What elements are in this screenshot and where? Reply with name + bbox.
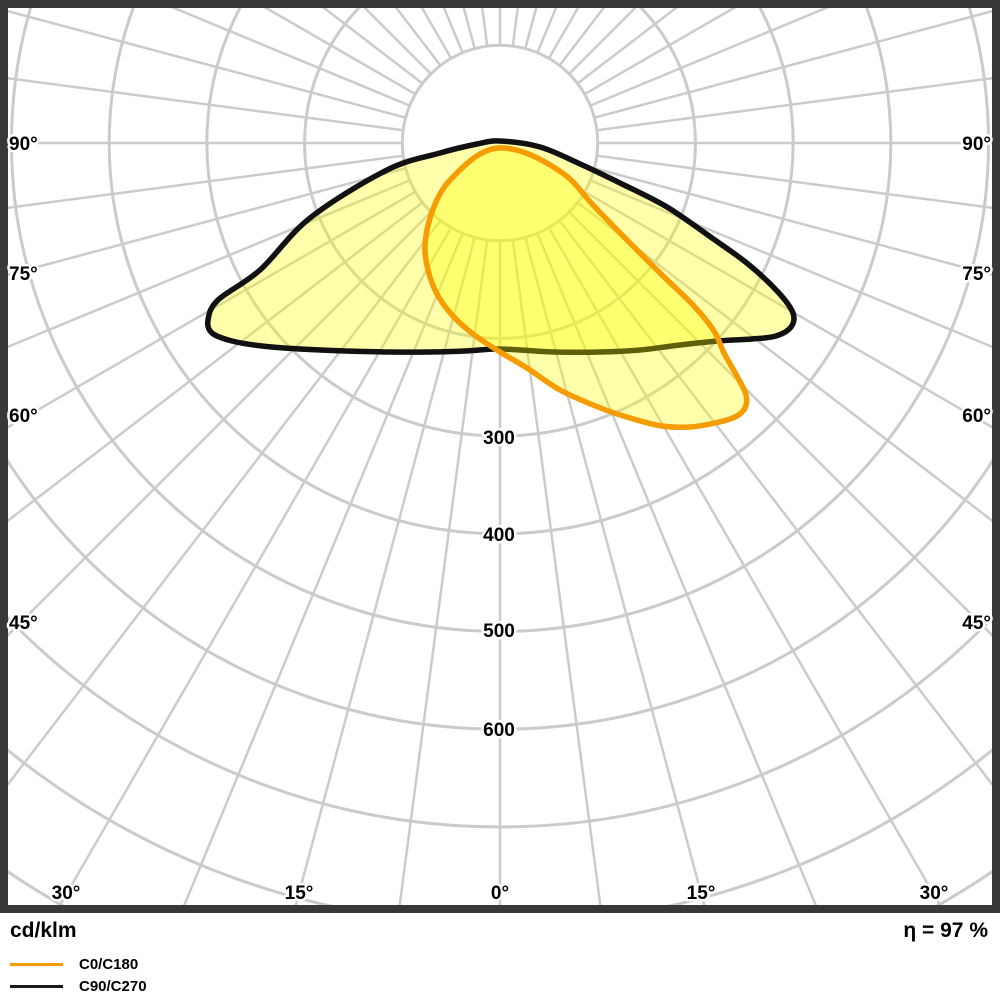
- ring-value-label: 400: [483, 525, 515, 546]
- polar-grid-ray: [589, 179, 992, 349]
- polar-grid-ray: [524, 237, 706, 905]
- polar-grid-ray: [576, 201, 992, 523]
- efficiency-label: η = 97 %: [903, 919, 988, 942]
- polar-grid-ray: [322, 8, 424, 85]
- units-label: cd/klm: [10, 919, 77, 942]
- angle-label: 45°: [962, 613, 991, 634]
- polar-grid-ray: [589, 8, 830, 107]
- polar-grid-ray: [568, 211, 992, 637]
- polar-grid-ray: [8, 76, 404, 132]
- polar-grid-ray: [583, 190, 992, 429]
- polar-grid-ray: [596, 76, 992, 132]
- polar-grid-ray: [294, 237, 476, 905]
- legend-label-c0-c180: C0/C180: [79, 955, 139, 973]
- angle-label: 45°: [9, 613, 38, 634]
- polar-grid-ray: [170, 8, 411, 107]
- angle-label: 0°: [491, 883, 509, 904]
- polar-grid-ray: [8, 201, 424, 523]
- polar-grid-ray: [8, 219, 442, 787]
- frame-left: [0, 0, 8, 913]
- angle-label: 30°: [52, 883, 81, 904]
- polar-grid-ray: [8, 154, 404, 210]
- polar-grid-ray: [511, 239, 602, 905]
- angle-label: 15°: [687, 883, 716, 904]
- polar-grid-ray: [594, 167, 992, 277]
- curve-c90-c270: [204, 138, 797, 355]
- c90-c270-line-swatch: [10, 984, 63, 988]
- polar-grid-ray: [183, 232, 464, 905]
- angle-label: 90°: [9, 134, 38, 155]
- frame-bottom: [0, 905, 1000, 913]
- polar-grid-ray: [568, 8, 637, 75]
- angle-label: 90°: [962, 134, 991, 155]
- polar-grid-ray: [8, 9, 406, 119]
- frame-right: [992, 0, 1000, 913]
- legend-item-c90-c270: C90/C270: [10, 975, 147, 997]
- curve-c0-c180: [422, 145, 750, 431]
- polar-grid-ray: [8, 167, 406, 277]
- c0-c180-line-swatch: [10, 962, 63, 966]
- angle-label: 60°: [962, 406, 991, 427]
- polar-grid-ray: [8, 211, 432, 637]
- frame-top: [0, 0, 1000, 8]
- polar-grid-ray: [594, 9, 992, 119]
- polar-grid-ray: [596, 154, 992, 210]
- angle-label: 15°: [285, 883, 314, 904]
- polar-grid-ray: [58, 226, 453, 905]
- legend-label-c90-c270: C90/C270: [79, 977, 147, 995]
- angle-label: 75°: [962, 264, 991, 285]
- polar-grid-ray: [576, 8, 678, 85]
- legend: C0/C180 C90/C270: [10, 953, 147, 997]
- polar-grid-ray: [8, 190, 417, 429]
- polar-grid-ray: [398, 239, 489, 905]
- polar-chart-svg: 90° 75° 60° 45° 30° 15° 0° 15° 30° 45° 60° 75° 90° 30…: [0, 0, 1000, 913]
- polar-grid-ray: [363, 8, 432, 75]
- polar-grid: [8, 8, 992, 905]
- ring-value-label: 500: [483, 621, 515, 642]
- ring-value-label: 600: [483, 720, 515, 741]
- angle-label: 30°: [920, 883, 949, 904]
- angle-label: 75°: [9, 264, 38, 285]
- polar-grid-ray: [547, 226, 942, 905]
- ring-value-label: 300: [483, 428, 515, 449]
- polar-grid-ray: [8, 179, 411, 349]
- angle-label: 60°: [9, 406, 38, 427]
- polar-grid-ray: [558, 219, 992, 787]
- polar-grid-ray: [536, 232, 817, 905]
- legend-item-c0-c180: C0/C180: [10, 953, 147, 975]
